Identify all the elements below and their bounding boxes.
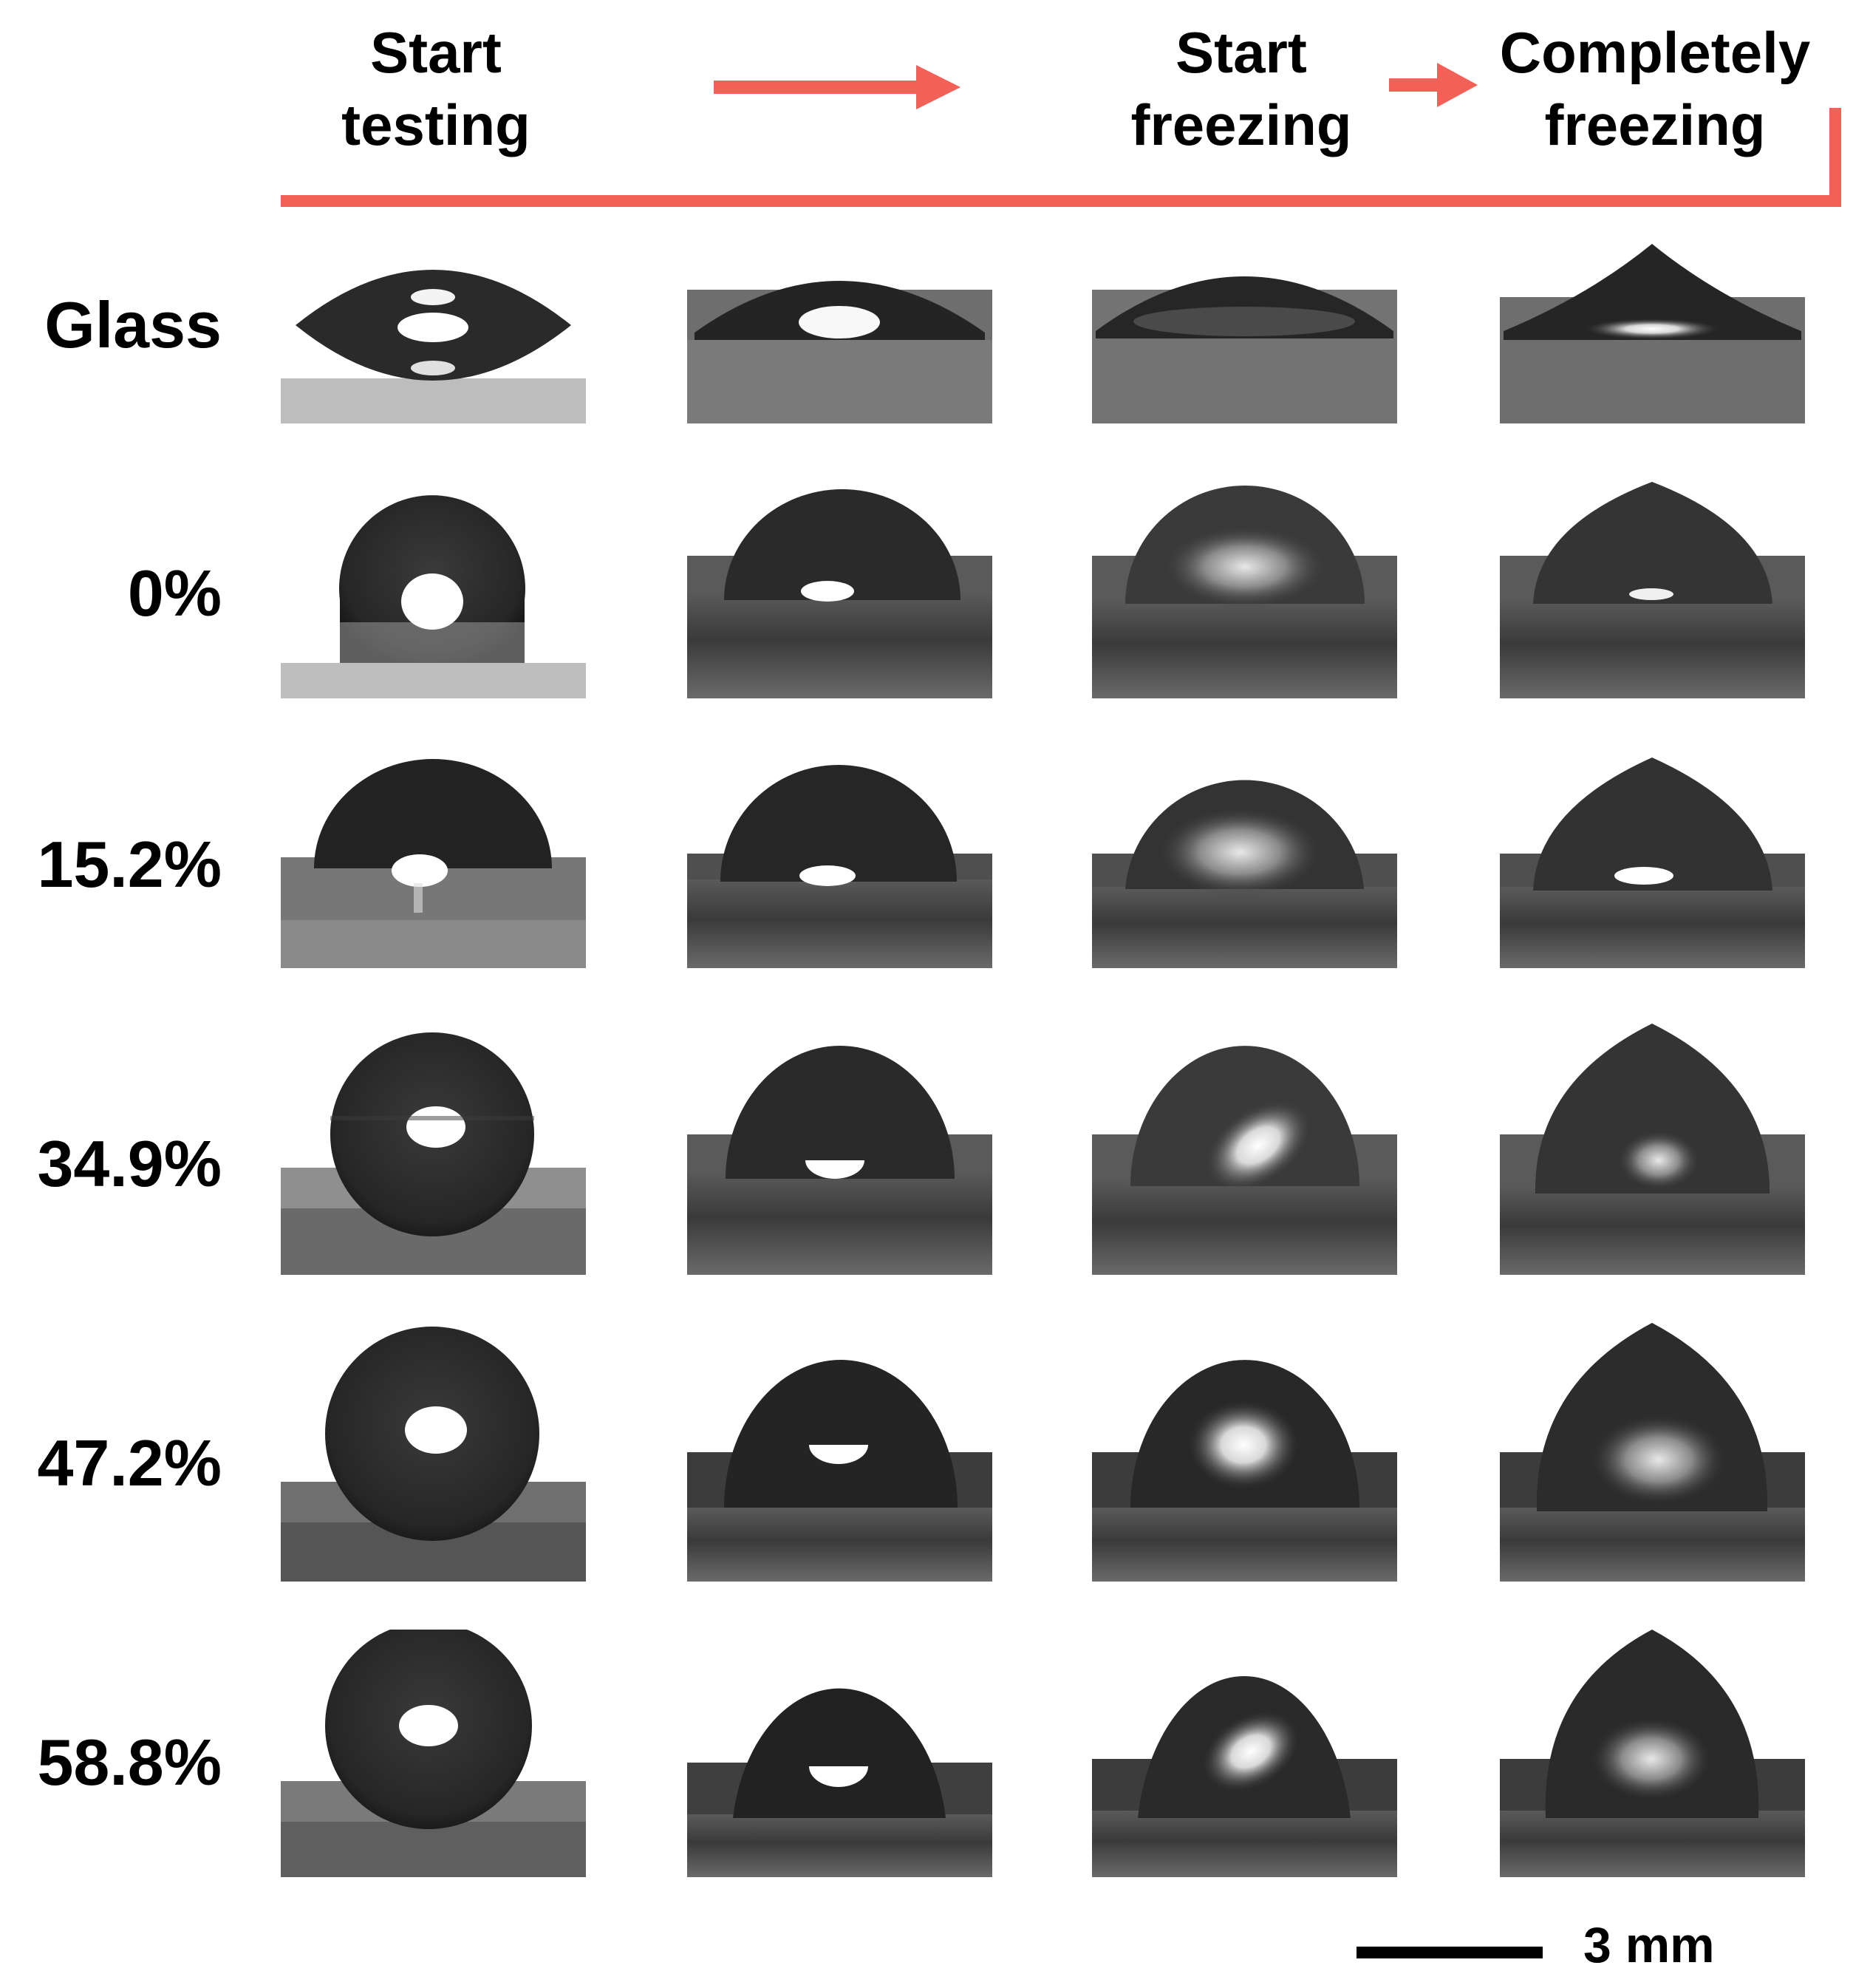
row-label-0: 0% [127,556,222,630]
header-start-testing: Start testing [288,16,584,161]
image-0-start-freezing [1092,482,1397,698]
header-completely-freezing-line2: freezing [1544,92,1766,157]
image-58-8-completely-freezing [1500,1630,1805,1877]
image-glass-stage-2 [687,244,992,423]
timeline-bracket [281,108,1841,207]
header-completely-freezing-line1: Completely [1499,20,1811,85]
row-label-58-8: 58.8% [37,1726,222,1799]
image-0-stage-2 [687,482,992,698]
process-arrows [281,63,1841,207]
image-15-2-start-freezing [1092,758,1397,968]
header-completely-freezing: Completely freezing [1478,16,1832,161]
image-15-2-start-testing [281,758,586,968]
header-start-freezing: Start freezing [1093,16,1389,161]
image-34-9-completely-freezing [1500,1024,1805,1275]
header-start-testing-line2: testing [341,92,530,157]
image-58-8-start-testing [281,1630,586,1877]
scale-bar-label: 3 mm [1583,1917,1715,1973]
image-glass-completely-freezing [1500,244,1805,423]
image-glass-start-testing [281,244,586,423]
image-34-9-start-freezing [1092,1024,1397,1275]
image-15-2-stage-2 [687,758,992,968]
image-34-9-stage-2 [687,1024,992,1275]
image-34-9-start-testing [281,1024,586,1275]
header-start-freezing-line2: freezing [1130,92,1352,157]
row-label-47-2: 47.2% [37,1426,222,1499]
row-label-34-9: 34.9% [37,1127,222,1200]
image-58-8-stage-2 [687,1630,992,1877]
image-15-2-completely-freezing [1500,758,1805,968]
image-58-8-start-freezing [1092,1630,1397,1877]
image-glass-start-freezing [1092,244,1397,423]
image-0-start-testing [281,482,586,698]
scale-bar [1357,1947,1543,1958]
arrow-long [714,65,960,109]
row-label-glass: Glass [44,288,222,361]
image-0-completely-freezing [1500,482,1805,698]
row-label-15-2: 15.2% [37,828,222,901]
image-47-2-stage-2 [687,1323,992,1582]
header-start-testing-line1: Start [370,20,502,85]
arrow-short [1389,63,1478,107]
image-47-2-completely-freezing [1500,1323,1805,1582]
header-start-freezing-line1: Start [1175,20,1307,85]
image-47-2-start-testing [281,1323,586,1582]
image-47-2-start-freezing [1092,1323,1397,1582]
